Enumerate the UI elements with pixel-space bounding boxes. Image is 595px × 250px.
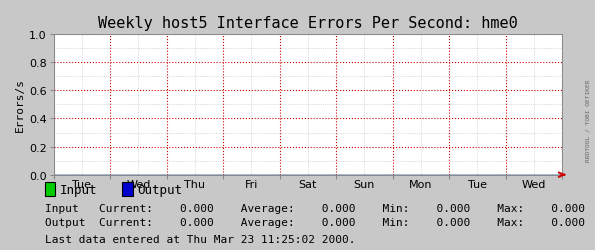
Y-axis label: Errors/s: Errors/s	[15, 78, 24, 132]
Text: Last data entered at Thu Mar 23 11:25:02 2000.: Last data entered at Thu Mar 23 11:25:02…	[45, 234, 355, 244]
Text: Input: Input	[60, 183, 98, 196]
Text: Input   Current:    0.000    Average:    0.000    Min:    0.000    Max:    0.000: Input Current: 0.000 Average: 0.000 Min:…	[45, 203, 585, 213]
Text: Output: Output	[137, 183, 183, 196]
Title: Weekly host5 Interface Errors Per Second: hme0: Weekly host5 Interface Errors Per Second…	[98, 16, 518, 31]
Text: Output  Current:    0.000    Average:    0.000    Min:    0.000    Max:    0.000: Output Current: 0.000 Average: 0.000 Min…	[45, 217, 585, 227]
Text: RRDTOOL / TOBI OETIKER: RRDTOOL / TOBI OETIKER	[585, 79, 590, 161]
